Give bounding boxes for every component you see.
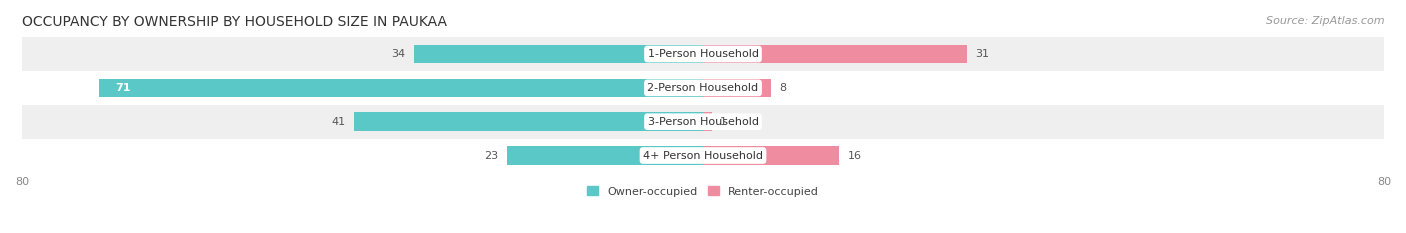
Text: 71: 71 [115,83,131,93]
Text: OCCUPANCY BY OWNERSHIP BY HOUSEHOLD SIZE IN PAUKAA: OCCUPANCY BY OWNERSHIP BY HOUSEHOLD SIZE… [22,15,447,29]
Text: 1-Person Household: 1-Person Household [648,49,758,59]
Bar [703,112,711,131]
Text: Source: ZipAtlas.com: Source: ZipAtlas.com [1267,16,1385,26]
Text: 1: 1 [720,117,727,127]
Bar [22,71,1384,105]
Bar [354,112,703,131]
Bar [22,139,1384,172]
Text: 2-Person Household: 2-Person Household [647,83,759,93]
Bar [703,45,967,63]
Legend: Owner-occupied, Renter-occupied: Owner-occupied, Renter-occupied [586,186,820,197]
Bar [98,79,703,97]
Bar [22,37,1384,71]
Text: 3-Person Household: 3-Person Household [648,117,758,127]
Bar [413,45,703,63]
Bar [703,79,770,97]
Text: 8: 8 [779,83,787,93]
Text: 4+ Person Household: 4+ Person Household [643,151,763,161]
Text: 23: 23 [485,151,499,161]
Text: 31: 31 [976,49,990,59]
Text: 34: 34 [391,49,405,59]
Text: 41: 41 [332,117,346,127]
Text: 16: 16 [848,151,862,161]
Bar [22,105,1384,139]
Bar [703,146,839,165]
Bar [508,146,703,165]
